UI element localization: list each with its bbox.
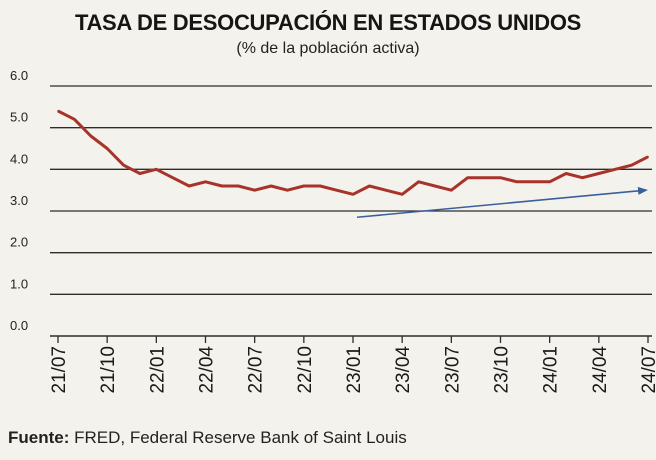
data-point <box>466 176 469 179</box>
data-point <box>237 185 240 187</box>
x-tick-label: 23/10 <box>492 346 513 394</box>
trend-arrow-layer <box>356 186 648 219</box>
x-tick-label: 22/07 <box>246 346 267 394</box>
data-point <box>188 185 191 187</box>
gridlines <box>50 85 652 337</box>
data-point <box>532 180 535 183</box>
series-layer <box>57 109 649 196</box>
y-axis-ticks: 0.0 1.0 2.0 3.0 4.0 5.0 6.0 <box>10 68 28 333</box>
chart-title: TASA DE DESOCUPACIÓN EN ESTADOS UNIDOS <box>74 10 582 35</box>
source-note: Fuente: FRED, Federal Reserve Bank of Sa… <box>8 428 407 448</box>
y-tick-label: 0.0 <box>10 318 28 333</box>
data-point <box>630 164 633 167</box>
x-tick-label: 21/10 <box>98 346 119 394</box>
line-chart: 0.0 1.0 2.0 3.0 4.0 5.0 6.0 21/07 21/10 22/01 22/… <box>10 68 656 394</box>
x-tick-label: 24/07 <box>639 346 656 394</box>
data-point <box>204 180 207 183</box>
trend-arrow <box>356 186 648 219</box>
data-point <box>253 189 256 192</box>
data-point <box>335 189 338 192</box>
series-line-unemployment <box>57 109 649 196</box>
data-point <box>73 118 76 121</box>
data-point <box>581 176 584 179</box>
data-point <box>565 172 567 175</box>
data-point <box>89 135 92 137</box>
data-point <box>647 155 649 158</box>
x-tick-label: 22/10 <box>295 346 316 394</box>
data-point <box>220 185 223 187</box>
data-point <box>270 185 272 187</box>
data-point <box>155 168 158 171</box>
data-point <box>286 189 289 192</box>
y-tick-label: 1.0 <box>10 276 28 291</box>
source-label: Fuente: <box>8 428 70 447</box>
y-tick-label: 4.0 <box>10 151 28 166</box>
data-point <box>434 185 436 187</box>
data-point <box>597 172 600 175</box>
x-tick-label: 23/04 <box>393 346 414 394</box>
y-tick-label: 6.0 <box>10 68 28 83</box>
y-tick-label: 5.0 <box>10 110 28 125</box>
data-point <box>368 185 371 187</box>
data-point <box>57 110 59 112</box>
data-point <box>515 180 518 183</box>
data-point <box>106 147 109 150</box>
data-point <box>122 164 125 167</box>
data-point <box>401 193 404 196</box>
data-point <box>548 180 551 183</box>
data-point <box>319 185 322 187</box>
data-point <box>483 176 486 179</box>
y-tick-label: 2.0 <box>10 235 28 250</box>
x-tick-label: 24/04 <box>590 346 611 394</box>
data-point <box>352 193 354 196</box>
x-tick-label: 23/07 <box>442 346 463 394</box>
data-point <box>417 180 420 183</box>
chart-subtitle: (% de la población activa) <box>236 40 420 57</box>
data-point <box>499 176 502 179</box>
y-tick-label: 3.0 <box>10 193 28 208</box>
data-point <box>614 168 617 171</box>
x-tick-label: 23/01 <box>344 346 365 394</box>
x-axis-ticks: 21/07 21/10 22/01 22/04 22/07 22/10 23/01 23/04… <box>49 336 656 394</box>
data-point <box>450 189 453 192</box>
data-point <box>302 185 305 187</box>
data-point <box>139 172 141 175</box>
x-tick-label: 22/04 <box>197 346 218 394</box>
x-tick-label: 24/01 <box>541 346 562 394</box>
data-point <box>171 176 174 179</box>
x-tick-label: 21/07 <box>49 346 70 394</box>
data-point <box>384 189 387 192</box>
source-text: FRED, Federal Reserve Bank of Saint Loui… <box>74 428 407 447</box>
x-tick-label: 22/01 <box>147 346 168 394</box>
